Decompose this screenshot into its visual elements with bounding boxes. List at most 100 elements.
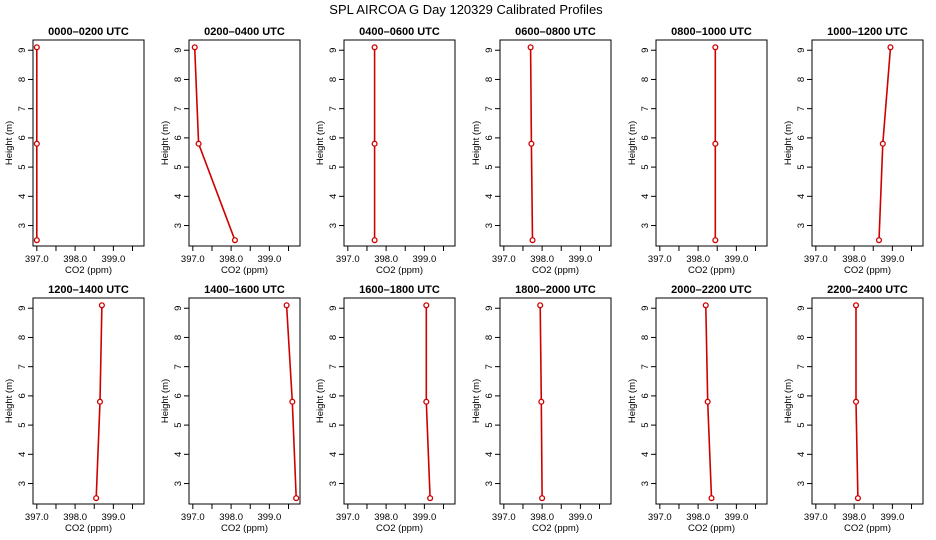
data-point — [93, 495, 100, 502]
y-tick-label: 6 — [796, 393, 807, 398]
x-tick-label: 399.0 — [412, 512, 436, 523]
y-tick-label: 3 — [484, 481, 495, 486]
y-axis-label: Height (m) — [783, 121, 794, 165]
y-tick-label: 7 — [328, 364, 339, 369]
data-point — [539, 495, 546, 502]
y-axis-label: Height (m) — [160, 121, 171, 165]
x-tick-label: 399.0 — [724, 512, 748, 523]
y-tick-label: 4 — [796, 194, 807, 199]
x-tick-label: 397.0 — [336, 254, 360, 265]
y-tick-label: 9 — [484, 48, 495, 53]
y-axis-label: Height (m) — [4, 379, 15, 423]
x-tick-label: 397.0 — [25, 512, 49, 523]
y-tick-label: 7 — [17, 364, 28, 369]
data-point — [371, 44, 378, 51]
plot-frame — [499, 297, 612, 505]
y-tick-label: 5 — [17, 164, 28, 169]
data-point — [33, 44, 40, 51]
y-tick-label: 8 — [796, 77, 807, 82]
x-axis-label: CO2 (ppm) — [844, 523, 891, 534]
panel-title: 2000–2200 UTC — [671, 284, 752, 296]
y-tick-label: 3 — [17, 481, 28, 486]
plot-frame — [811, 297, 924, 505]
x-tick-label: 397.0 — [181, 254, 205, 265]
x-tick-label: 398.0 — [842, 254, 866, 265]
data-point — [527, 44, 534, 51]
x-tick-label: 398.0 — [63, 512, 87, 523]
y-tick-label: 6 — [484, 135, 495, 140]
y-tick-label: 5 — [484, 422, 495, 427]
y-tick-label: 7 — [484, 364, 495, 369]
plot-frame — [343, 39, 456, 247]
data-point — [528, 140, 535, 147]
x-tick-label: 399.0 — [101, 512, 125, 523]
y-axis-label: Height (m) — [160, 379, 171, 423]
x-axis-label: CO2 (ppm) — [376, 265, 423, 276]
y-tick-label: 5 — [328, 164, 339, 169]
plot-frame — [32, 39, 145, 247]
y-tick-label: 9 — [640, 306, 651, 311]
y-tick-label: 7 — [173, 364, 184, 369]
y-tick-label: 9 — [484, 306, 495, 311]
y-tick-label: 3 — [796, 223, 807, 228]
y-tick-label: 8 — [328, 77, 339, 82]
plot-frame — [655, 297, 768, 505]
x-tick-label: 399.0 — [880, 512, 904, 523]
y-tick-label: 4 — [17, 194, 28, 199]
data-point — [712, 237, 719, 244]
x-tick-label: 398.0 — [63, 254, 87, 265]
y-tick-label: 8 — [640, 77, 651, 82]
y-axis-label: Height (m) — [315, 379, 326, 423]
y-axis-label: Height (m) — [315, 121, 326, 165]
plot-frame — [343, 297, 456, 505]
x-axis-label: CO2 (ppm) — [532, 523, 579, 534]
panel-title: 2200–2400 UTC — [827, 284, 908, 296]
y-tick-label: 4 — [796, 452, 807, 457]
data-point — [712, 140, 719, 147]
panel-title: 1800–2000 UTC — [515, 284, 596, 296]
y-tick-label: 6 — [17, 393, 28, 398]
x-tick-label: 397.0 — [181, 512, 205, 523]
y-tick-label: 8 — [173, 335, 184, 340]
data-point — [293, 495, 300, 502]
y-tick-label: 7 — [484, 106, 495, 111]
x-axis-label: CO2 (ppm) — [688, 265, 735, 276]
data-point — [98, 302, 105, 309]
data-point — [879, 140, 886, 147]
y-axis-label: Height (m) — [627, 121, 638, 165]
x-tick-label: 398.0 — [686, 512, 710, 523]
y-tick-label: 3 — [328, 481, 339, 486]
x-tick-label: 398.0 — [374, 512, 398, 523]
y-tick-label: 3 — [640, 223, 651, 228]
y-axis-label: Height (m) — [471, 121, 482, 165]
y-tick-label: 7 — [796, 106, 807, 111]
data-point — [852, 302, 860, 309]
y-axis-label: Height (m) — [4, 121, 15, 165]
y-tick-label: 5 — [484, 164, 495, 169]
panel-title: 1600–1800 UTC — [359, 284, 440, 296]
data-point — [537, 302, 544, 309]
x-tick-label: 397.0 — [25, 254, 49, 265]
plot-frame — [499, 39, 612, 247]
y-tick-label: 3 — [173, 481, 184, 486]
y-tick-label: 5 — [173, 164, 184, 169]
data-point — [702, 302, 709, 309]
data-point — [854, 495, 861, 502]
y-tick-label: 9 — [173, 306, 184, 311]
data-point — [708, 495, 715, 502]
y-tick-label: 7 — [17, 106, 28, 111]
y-tick-label: 6 — [484, 393, 495, 398]
y-tick-label: 6 — [640, 393, 651, 398]
x-axis-label: CO2 (ppm) — [221, 523, 268, 534]
x-axis-label: CO2 (ppm) — [65, 523, 112, 534]
y-tick-label: 6 — [640, 135, 651, 140]
x-tick-label: 397.0 — [492, 254, 516, 265]
y-tick-label: 5 — [796, 422, 807, 427]
x-tick-label: 398.0 — [530, 512, 554, 523]
y-tick-label: 5 — [640, 164, 651, 169]
y-tick-label: 8 — [640, 335, 651, 340]
